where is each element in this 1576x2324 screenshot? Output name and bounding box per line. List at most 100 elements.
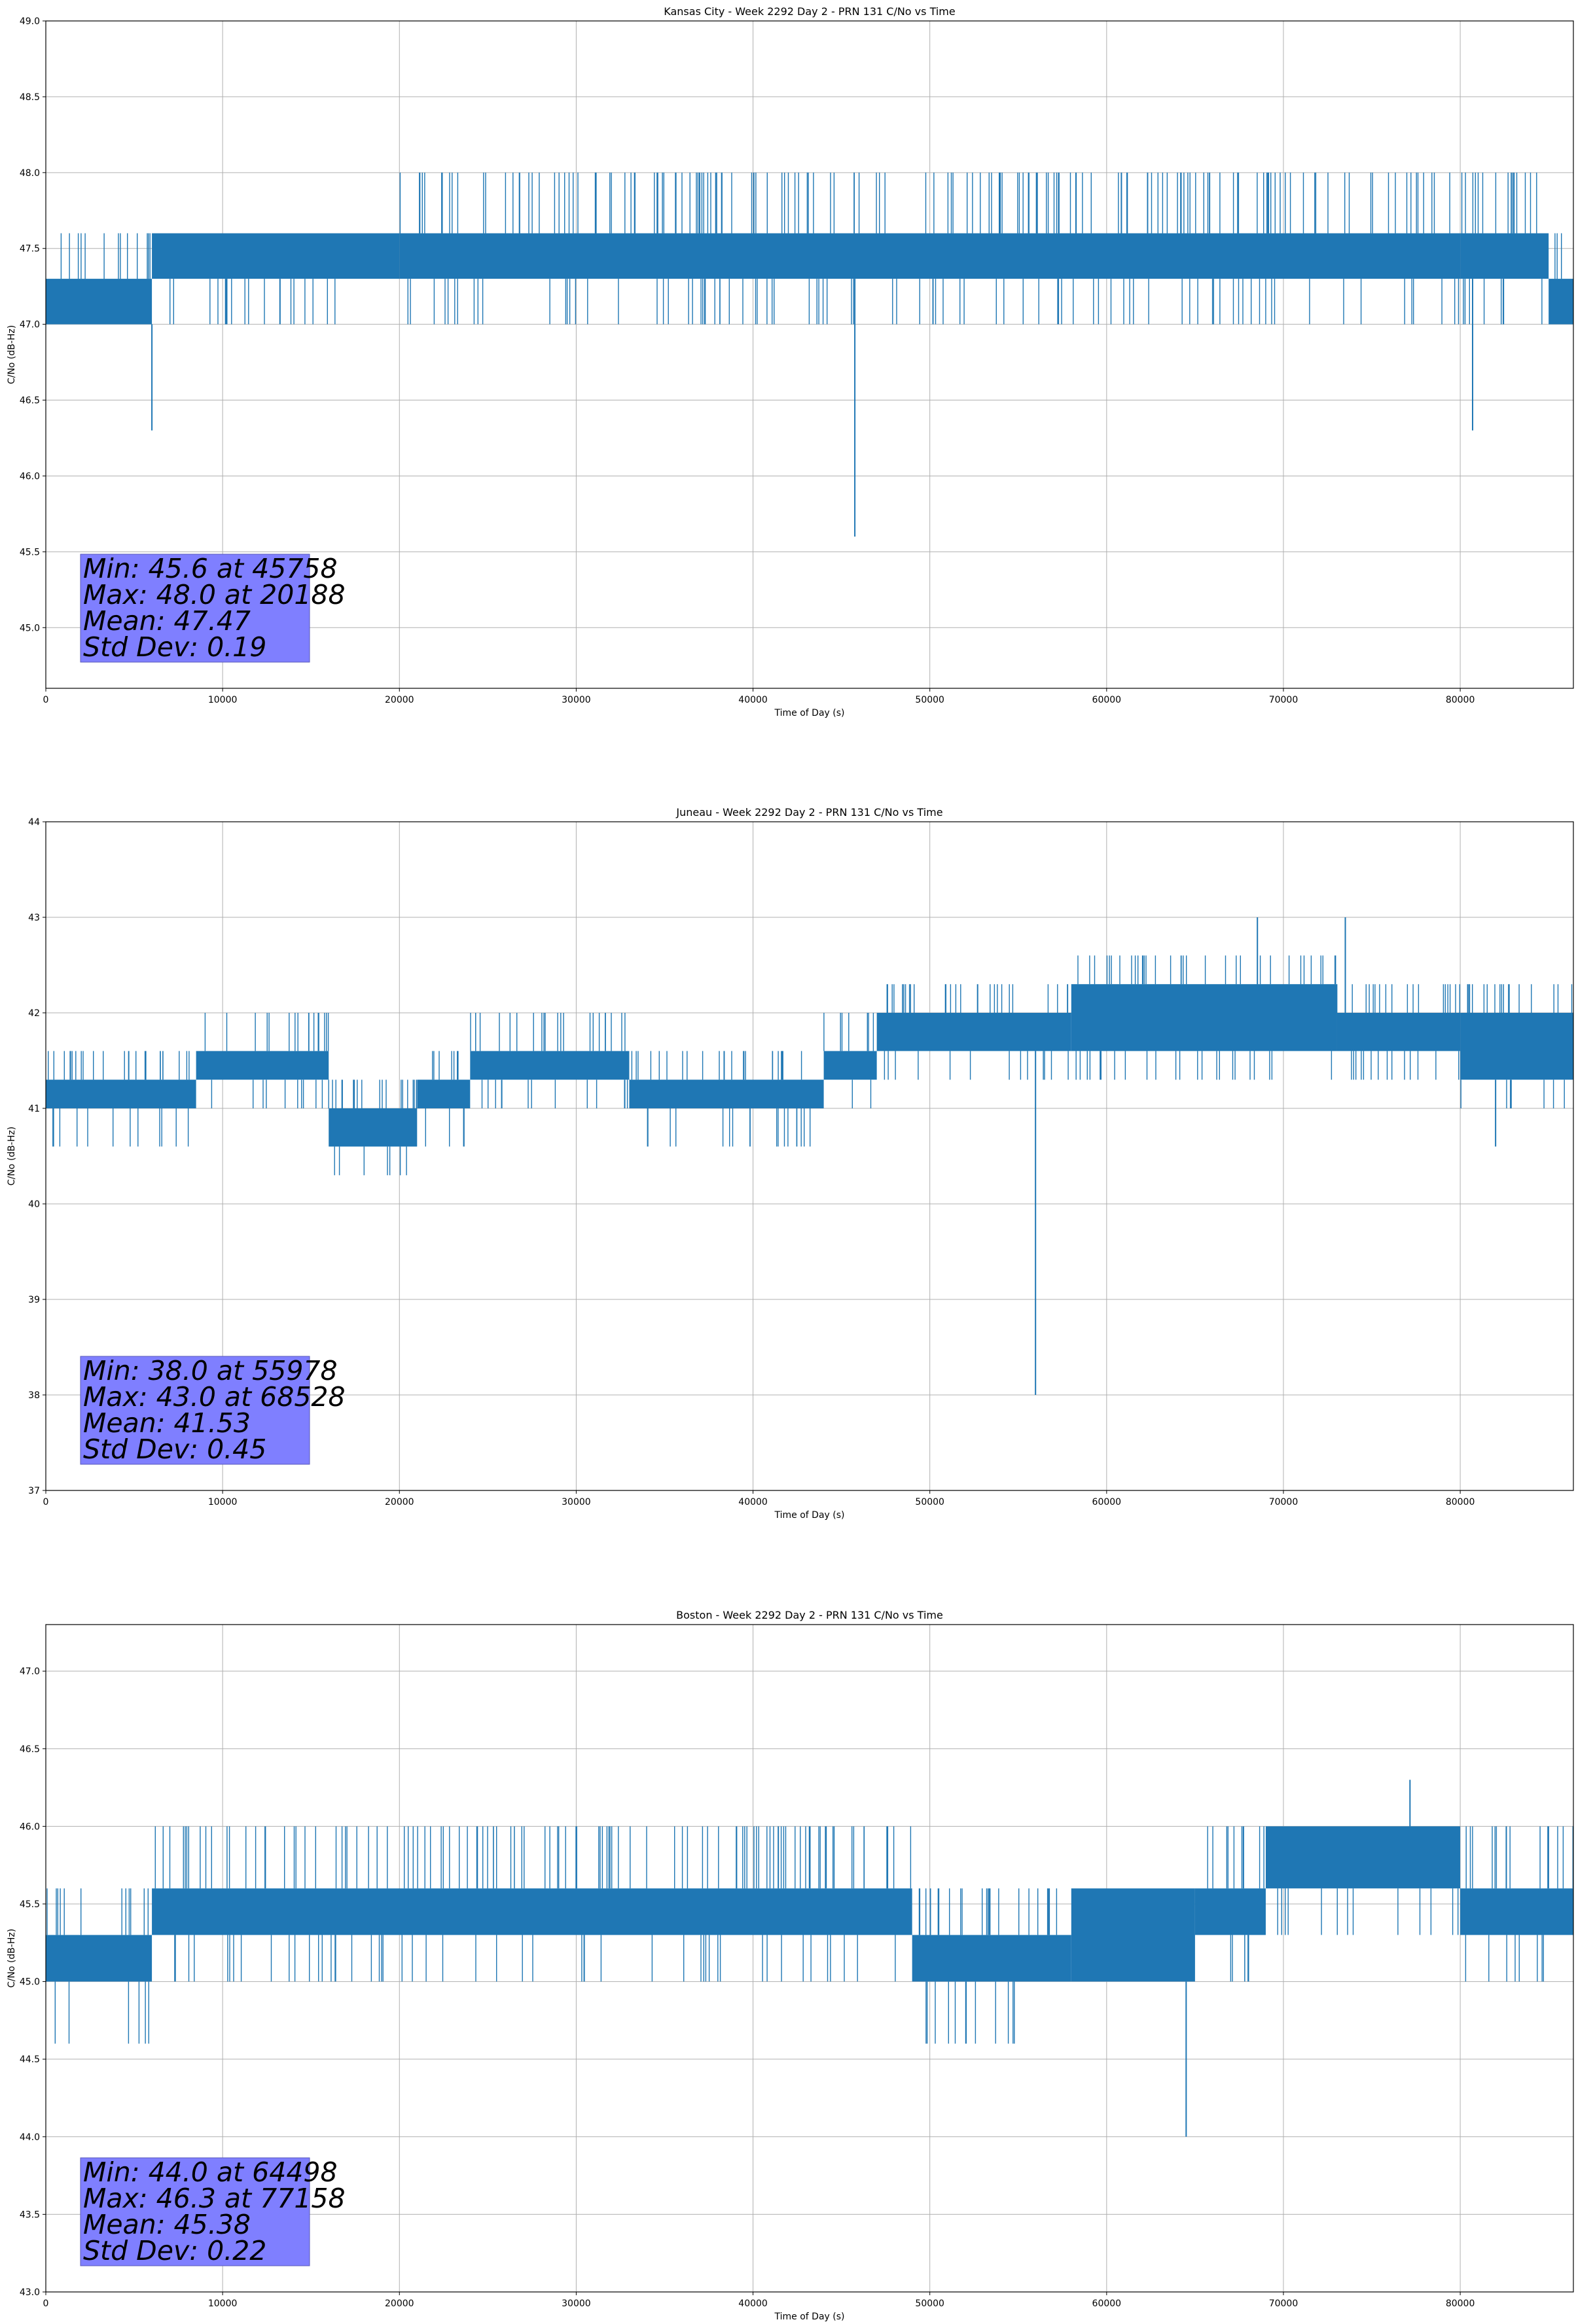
series-spikes	[425, 1051, 465, 1147]
x-tick-label: 70000	[1269, 2298, 1298, 2309]
x-tick-label: 0	[43, 695, 49, 705]
y-tick-label: 41	[28, 1104, 40, 1114]
x-tick-label: 70000	[1269, 1497, 1298, 1507]
y-tick-label: 44.5	[20, 2054, 40, 2065]
series-band	[1194, 1888, 1266, 1935]
series-spikes	[1460, 984, 1573, 1108]
series-group	[46, 1780, 1573, 2137]
x-tick-label: 40000	[738, 695, 768, 705]
series-band	[1460, 1888, 1573, 1935]
y-axis-label: C/No (dB-Hz)	[7, 1127, 17, 1186]
series-band	[417, 1080, 471, 1108]
series-band	[912, 1935, 1071, 1982]
series-spikes	[1075, 955, 1336, 1080]
chart-title: Boston - Week 2292 Day 2 - PRN 131 C/No …	[676, 1609, 943, 1621]
stats-max-text: Max: 48.0 at 20188	[83, 579, 346, 610]
stats-max-text: Max: 46.3 at 77158	[83, 2183, 346, 2214]
y-tick-label: 46.0	[20, 1822, 40, 1832]
x-tick-label: 20000	[385, 1497, 414, 1507]
series-band	[46, 1080, 196, 1108]
series-band	[1336, 1013, 1461, 1051]
x-tick-label: 80000	[1446, 695, 1475, 705]
x-axis-label: Time of Day (s)	[774, 1510, 845, 1521]
series-spikes	[1461, 172, 1543, 325]
series-band	[152, 233, 400, 279]
chart-title: Juneau - Week 2292 Day 2 - PRN 131 C/No …	[675, 806, 942, 819]
series-band	[876, 1013, 1071, 1051]
y-tick-label: 39	[28, 1295, 40, 1305]
x-tick-label: 60000	[1092, 1497, 1122, 1507]
series-spikes	[1277, 1888, 1459, 1935]
series-band	[152, 1888, 912, 1935]
chart-title: Kansas City - Week 2292 Day 2 - PRN 131 …	[664, 5, 955, 18]
stats-box	[80, 2157, 310, 2266]
series-spikes	[918, 1888, 1058, 2044]
x-tick-label: 50000	[915, 1497, 944, 1507]
x-tick-label: 10000	[208, 695, 238, 705]
series-spikes	[631, 1051, 811, 1147]
x-axis-label: Time of Day (s)	[774, 708, 845, 718]
y-axis-label: C/No (dB-Hz)	[7, 325, 17, 384]
y-tick-label: 37	[28, 1486, 40, 1496]
x-tick-label: 0	[43, 2298, 49, 2309]
x-tick-label: 30000	[562, 1497, 591, 1507]
y-tick-label: 46.5	[20, 1744, 40, 1755]
series-spikes	[1554, 233, 1562, 279]
series-spikes	[823, 1013, 874, 1108]
series-band	[1460, 1013, 1573, 1080]
y-tick-label: 47.0	[20, 320, 40, 330]
x-tick-label: 30000	[562, 695, 591, 705]
x-tick-label: 0	[43, 1497, 49, 1507]
series-band	[1460, 233, 1549, 279]
series-spikes	[46, 1888, 149, 2044]
series-spikes	[170, 279, 336, 325]
stats-min-text: Min: 38.0 at 55978	[83, 1355, 338, 1386]
axes-frame	[45, 20, 1574, 689]
series-band	[629, 1080, 824, 1108]
series-spikes	[154, 1826, 912, 1982]
series-band	[1071, 984, 1337, 1051]
series-spikes	[204, 1013, 329, 1108]
y-tick-label: 46.5	[20, 396, 40, 406]
x-tick-label: 80000	[1446, 2298, 1475, 2309]
x-tick-label: 20000	[385, 2298, 414, 2309]
x-tick-label: 80000	[1446, 1497, 1475, 1507]
series-band	[46, 279, 152, 325]
stats-box	[80, 554, 310, 663]
axes-frame	[45, 1624, 1574, 2293]
series-band	[1265, 1826, 1461, 1889]
series-band	[196, 1051, 329, 1080]
y-tick-label: 43.0	[20, 2287, 40, 2298]
series-band	[470, 1051, 630, 1080]
y-tick-label: 44	[28, 817, 40, 828]
series-spikes	[60, 233, 151, 279]
y-tick-label: 38	[28, 1390, 40, 1401]
stats-box	[80, 1356, 310, 1465]
y-tick-label: 47.0	[20, 1666, 40, 1677]
series-spikes	[470, 1013, 628, 1108]
x-tick-label: 40000	[738, 1497, 768, 1507]
series-spikes	[1207, 1826, 1264, 1982]
y-tick-label: 49.0	[20, 16, 40, 27]
x-tick-label: 50000	[915, 695, 944, 705]
series-band	[1071, 1888, 1195, 1982]
stats-std-text: Std Dev: 0.19	[83, 631, 266, 663]
x-tick-label: 60000	[1092, 2298, 1122, 2309]
series-spikes	[1336, 984, 1460, 1080]
y-tick-label: 45.5	[20, 1899, 40, 1910]
series-band	[399, 233, 1461, 279]
x-tick-label: 40000	[738, 2298, 768, 2309]
y-tick-label: 48.0	[20, 168, 40, 179]
y-tick-label: 46.0	[20, 471, 40, 482]
x-axis-label: Time of Day (s)	[774, 2312, 845, 2321]
stats-mean-text: Mean: 47.47	[83, 605, 251, 637]
x-tick-label: 20000	[385, 695, 414, 705]
y-tick-label: 48.5	[20, 92, 40, 103]
y-tick-label: 43.5	[20, 2210, 40, 2220]
x-tick-label: 50000	[915, 2298, 944, 2309]
stats-min-text: Min: 44.0 at 64498	[83, 2157, 338, 2188]
y-tick-label: 42	[28, 1008, 40, 1019]
x-tick-label: 30000	[562, 2298, 591, 2309]
stats-std-text: Std Dev: 0.45	[83, 1434, 266, 1465]
